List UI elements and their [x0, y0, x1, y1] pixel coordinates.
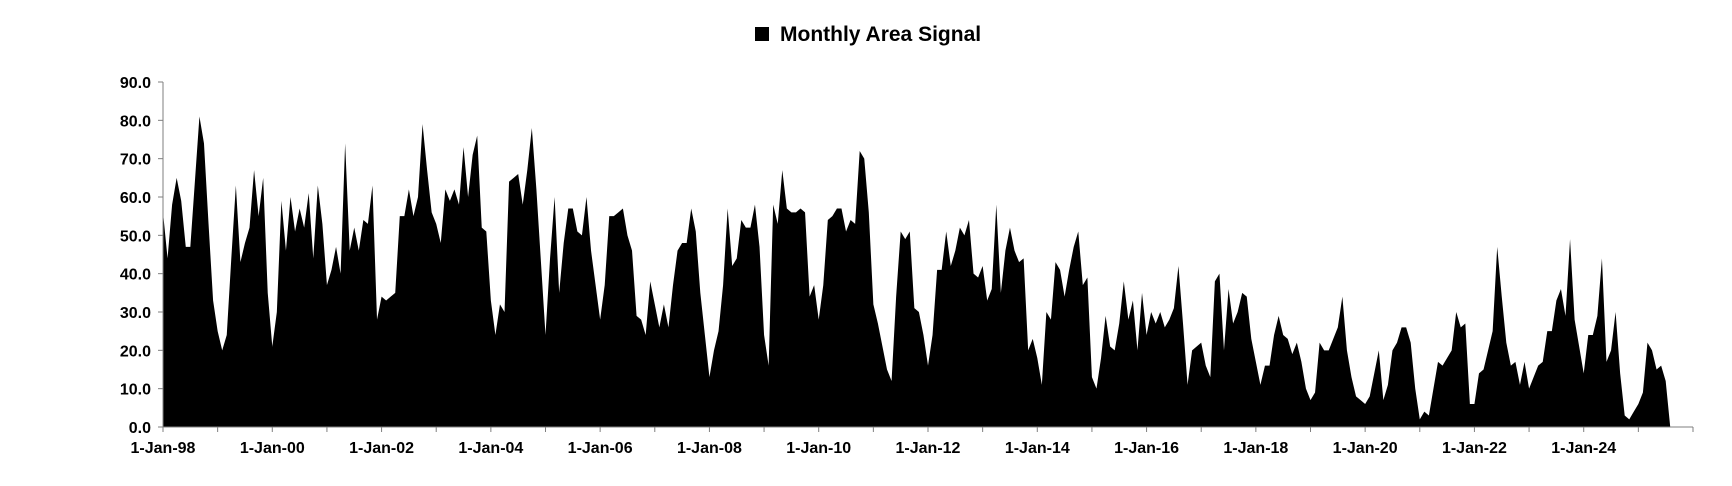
x-tick-label: 1-Jan-12: [896, 440, 961, 457]
axes: 0.0 10.0 20.0 30.0 40.0 50.0 60.0 70.0 80.0 90.0 1…: [120, 75, 1694, 457]
y-tick-label: 0.0: [129, 420, 151, 437]
x-tick-label: 1-Jan-00: [240, 440, 305, 457]
y-tick-label: 50.0: [120, 228, 151, 245]
legend-label: Monthly Area Signal: [780, 23, 981, 46]
area-series-monthly-area-signal: [163, 116, 1671, 427]
y-tick-label: 40.0: [120, 267, 151, 284]
x-tick-label: 1-Jan-10: [786, 440, 851, 457]
x-tick-label: 1-Jan-14: [1005, 440, 1070, 457]
x-tick-label: 1-Jan-16: [1114, 440, 1179, 457]
legend-swatch: [755, 27, 769, 41]
x-tick-label: 1-Jan-20: [1333, 440, 1398, 457]
x-tick-label: 1-Jan-24: [1551, 440, 1616, 457]
y-tick-label: 70.0: [120, 152, 151, 169]
y-tick-label: 60.0: [120, 190, 151, 207]
x-tick-label: 1-Jan-22: [1442, 440, 1507, 457]
x-tick-label: 1-Jan-06: [568, 440, 633, 457]
y-tick-label: 30.0: [120, 305, 151, 322]
x-tick-label: 1-Jan-08: [677, 440, 742, 457]
y-tick-label: 90.0: [120, 75, 151, 92]
x-tick-label: 1-Jan-18: [1223, 440, 1288, 457]
x-tick-label: 1-Jan-04: [458, 440, 523, 457]
x-tick-label: 1-Jan-02: [349, 440, 414, 457]
plot-area: [163, 116, 1671, 427]
y-tick-label: 80.0: [120, 113, 151, 130]
x-tick-label: 1-Jan-98: [131, 440, 196, 457]
legend: Monthly Area Signal: [755, 23, 981, 46]
y-tick-label: 10.0: [120, 382, 151, 399]
y-tick-label: 20.0: [120, 343, 151, 360]
